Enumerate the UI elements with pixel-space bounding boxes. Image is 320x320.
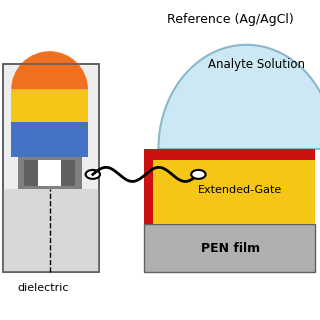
- FancyBboxPatch shape: [11, 90, 88, 122]
- FancyBboxPatch shape: [11, 122, 88, 157]
- Text: Extended-Gate: Extended-Gate: [198, 185, 282, 196]
- Ellipse shape: [86, 170, 100, 179]
- FancyBboxPatch shape: [3, 189, 99, 272]
- FancyBboxPatch shape: [3, 64, 99, 272]
- Text: dielectric: dielectric: [18, 283, 69, 293]
- Text: Analyte Solution: Analyte Solution: [207, 58, 305, 70]
- FancyBboxPatch shape: [24, 160, 38, 186]
- FancyBboxPatch shape: [144, 154, 315, 224]
- Wedge shape: [11, 51, 88, 90]
- FancyBboxPatch shape: [24, 160, 75, 186]
- Ellipse shape: [191, 170, 206, 179]
- FancyBboxPatch shape: [61, 160, 75, 186]
- FancyBboxPatch shape: [144, 224, 315, 272]
- Text: Reference (Ag/AgCl): Reference (Ag/AgCl): [167, 13, 294, 26]
- Text: PEN film: PEN film: [201, 242, 260, 254]
- FancyBboxPatch shape: [144, 149, 315, 160]
- FancyBboxPatch shape: [18, 157, 82, 189]
- FancyBboxPatch shape: [144, 149, 153, 224]
